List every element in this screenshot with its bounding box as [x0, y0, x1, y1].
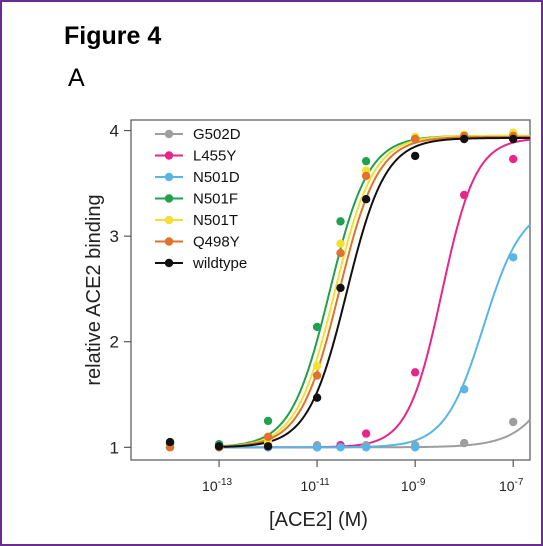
- point-n501d: [410, 443, 420, 452]
- point-n501d: [509, 253, 518, 262]
- point-q498y: [263, 432, 273, 441]
- point-g502d: [459, 438, 469, 448]
- point-wildtype: [214, 442, 224, 451]
- y-tick-label: 4: [110, 122, 119, 141]
- point-wildtype: [361, 194, 371, 204]
- y-tick-label: 2: [110, 333, 119, 352]
- fit-curve-q498y: [219, 135, 530, 448]
- legend-label: N501F: [193, 191, 238, 208]
- point-wildtype: [165, 437, 175, 447]
- x-tick-label: 10-7: [499, 477, 524, 494]
- y-tick-label: 1: [110, 438, 119, 457]
- x-axis-label: [ACE2] (M): [269, 509, 368, 531]
- point-q498y: [336, 248, 345, 258]
- plot-frame: [130, 119, 531, 461]
- point-n501d: [312, 443, 322, 452]
- legend-marker: [164, 172, 174, 182]
- point-n501f: [263, 416, 273, 426]
- legend-label: N501D: [193, 169, 240, 186]
- legend-label: G502D: [193, 126, 241, 143]
- point-n501d: [459, 385, 469, 394]
- x-tick-label: 10-13: [202, 477, 232, 494]
- x-tick-label: 10-9: [401, 477, 426, 494]
- point-l455y: [361, 429, 371, 438]
- point-n501f: [336, 217, 345, 226]
- legend-label: L455Y: [193, 148, 236, 165]
- point-n501f: [361, 156, 371, 166]
- point-q498y: [410, 134, 420, 144]
- legend-label: N501T: [193, 212, 238, 229]
- point-wildtype: [509, 134, 518, 144]
- legend-label: Q498Y: [193, 234, 240, 251]
- point-n501d: [361, 443, 371, 452]
- legend-label: wildtype: [192, 255, 247, 272]
- point-wildtype: [263, 442, 273, 451]
- point-wildtype: [459, 134, 469, 144]
- legend-marker: [164, 237, 174, 246]
- x-tick-label: 10-11: [300, 477, 330, 494]
- point-g502d: [509, 417, 518, 427]
- fit-curve-n501d: [219, 224, 531, 449]
- point-l455y: [459, 190, 469, 200]
- point-n501t: [312, 361, 322, 371]
- point-q498y: [312, 371, 322, 380]
- fit-curve-n501f: [218, 134, 530, 448]
- point-l455y: [410, 368, 420, 377]
- point-n501t: [336, 239, 345, 248]
- y-tick-label: 3: [110, 227, 119, 246]
- fit-curve-wildtype: [219, 136, 531, 448]
- legend-marker: [164, 258, 174, 268]
- panel-label: A: [68, 64, 85, 92]
- point-wildtype: [312, 393, 322, 402]
- legend-marker: [164, 129, 174, 139]
- point-wildtype: [410, 151, 420, 161]
- legend-marker: [164, 151, 174, 160]
- fit-curve-n501t: [219, 134, 530, 448]
- y-axis-label: relative ACE2 binding: [83, 194, 105, 385]
- fit-curve-l455y: [219, 138, 531, 449]
- figure-title: Figure 4: [64, 22, 162, 50]
- point-wildtype: [336, 283, 345, 293]
- legend-marker: [164, 194, 174, 203]
- point-n501d: [336, 443, 345, 452]
- point-q498y: [361, 171, 371, 181]
- point-l455y: [509, 154, 518, 164]
- point-n501f: [312, 322, 322, 332]
- legend-marker: [164, 215, 174, 225]
